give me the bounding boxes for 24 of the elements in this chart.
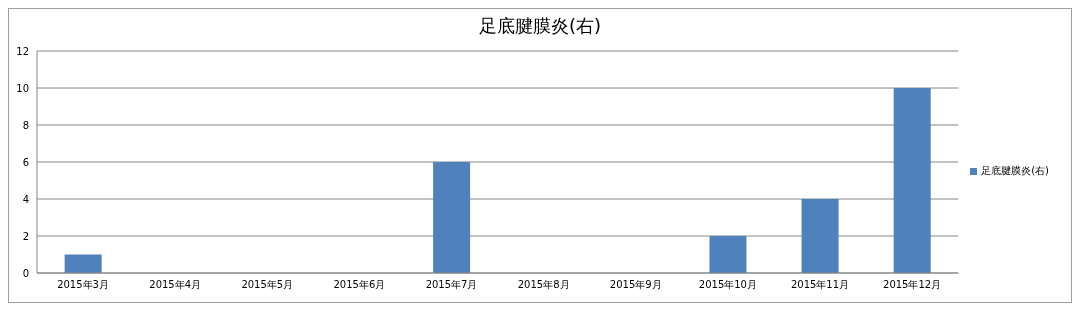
y-tick-label: 6 — [22, 156, 29, 168]
x-tick-label: 2015年3月 — [57, 279, 109, 291]
x-tick-label: 2015年12月 — [883, 279, 942, 291]
x-tick-label: 2015年6月 — [333, 279, 386, 291]
bar — [64, 254, 102, 273]
y-tick-label: 4 — [22, 193, 29, 205]
y-tick-label: 10 — [16, 82, 29, 94]
legend-label: 足底腱膜炎(右) — [981, 165, 1049, 176]
x-tick-label: 2015年11月 — [790, 279, 850, 291]
y-tick-label: 12 — [16, 45, 29, 57]
bar — [893, 88, 931, 273]
y-tick-label: 2 — [22, 230, 29, 242]
bar — [801, 199, 839, 273]
x-tick-label: 2015年5月 — [241, 279, 294, 291]
x-tick-label: 2015年7月 — [425, 279, 478, 291]
x-tick-label: 2015年8月 — [517, 279, 570, 291]
x-tick-label: 2015年4月 — [149, 279, 202, 291]
y-tick-label: 0 — [22, 267, 29, 279]
bar — [709, 236, 747, 273]
bar — [433, 162, 471, 273]
x-tick-label: 2015年9月 — [609, 279, 662, 291]
chart-title: 足底腱膜炎(右) — [477, 14, 602, 38]
y-tick-label: 8 — [22, 119, 29, 131]
x-tick-label: 2015年10月 — [698, 279, 757, 291]
